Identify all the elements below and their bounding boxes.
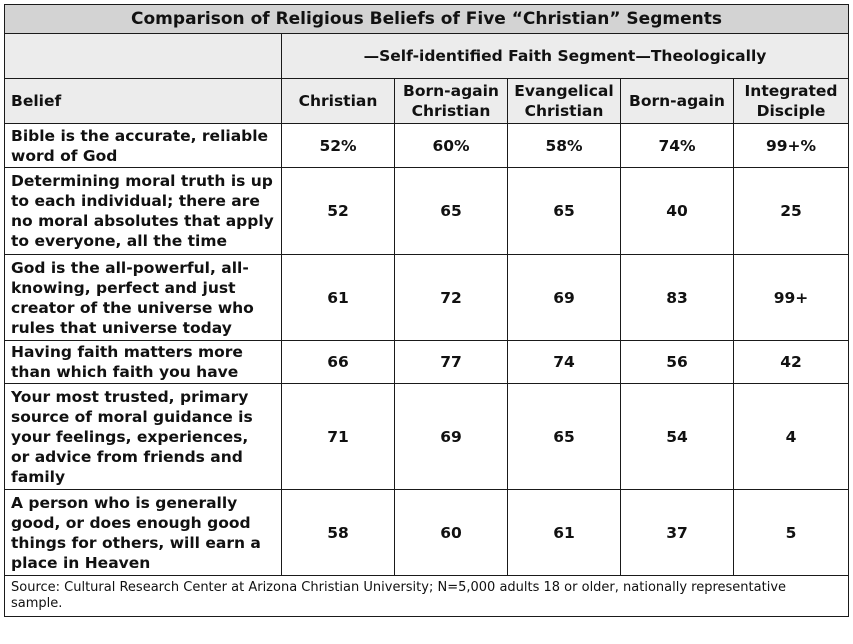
value-cell-christian: 58: [281, 489, 395, 576]
table-row: Bible is the accurate, reliable word of G…: [4, 123, 849, 168]
belief-line: no moral absolutes that apply: [11, 212, 274, 230]
value-cell-born-again: 56: [620, 340, 734, 384]
column-header-line: Christian: [411, 102, 491, 120]
value-cell-born-again: 37: [620, 489, 734, 576]
belief-line: creator of the universe who: [11, 298, 254, 317]
column-header-line: Christian: [298, 92, 378, 110]
belief-cell: God is the all-powerful, all-knowing, pe…: [4, 254, 282, 341]
value-cell-christian: 52%: [281, 123, 395, 168]
column-header-line: Integrated: [744, 82, 838, 100]
value-cell-born-again: 83: [620, 254, 734, 341]
belief-line: to each individual; there are: [11, 192, 260, 210]
source-note-line: sample.: [11, 596, 63, 611]
source-note: Source: Cultural Research Center at Ariz…: [4, 575, 849, 617]
value-cell-evangelical-christian: 61: [507, 489, 621, 576]
belief-line: or advice from friends and: [11, 447, 243, 466]
value-cell-christian: 61: [281, 254, 395, 341]
table-row: Having faith matters more than which fait…: [4, 340, 849, 384]
value-cell-evangelical-christian: 58%: [507, 123, 621, 168]
table-row: Your most trusted, primary source of mora…: [4, 383, 849, 490]
column-header-integrated-disciple: Integrated Disciple: [733, 78, 849, 124]
belief-cell: Bible is the accurate, reliable word of G…: [4, 123, 282, 168]
value-cell-integrated-disciple: 25: [733, 167, 849, 255]
value-cell-integrated-disciple: 99+: [733, 254, 849, 341]
column-header-line: Christian: [524, 102, 604, 120]
belief-comparison-table-frame: Comparison of Religious Beliefs of Five …: [4, 4, 849, 617]
value-cell-evangelical-christian: 69: [507, 254, 621, 341]
value-cell-born-again-christian: 60%: [394, 123, 508, 168]
value-cell-evangelical-christian: 65: [507, 167, 621, 255]
belief-line: A person who is generally: [11, 493, 238, 512]
value-cell-born-again-christian: 60: [394, 489, 508, 576]
column-header-christian: Christian: [281, 78, 395, 124]
value-cell-born-again: 54: [620, 383, 734, 490]
table-row: A person who is generally good, or does e…: [4, 489, 849, 576]
value-cell-christian: 52: [281, 167, 395, 255]
value-cell-integrated-disciple: 99+%: [733, 123, 849, 168]
value-cell-integrated-disciple: 42: [733, 340, 849, 384]
value-cell-integrated-disciple: 4: [733, 383, 849, 490]
belief-line: source of moral guidance is: [11, 407, 253, 426]
belief-line: things for others, will earn a: [11, 533, 261, 552]
belief-line: Bible is the accurate, reliable: [11, 126, 269, 145]
belief-cell: Your most trusted, primary source of mora…: [4, 383, 282, 490]
belief-line: word of God: [11, 146, 118, 165]
value-cell-born-again-christian: 72: [394, 254, 508, 341]
column-header-line: Born-again: [403, 82, 499, 100]
belief-line: Having faith matters more: [11, 343, 243, 361]
column-header-born-again: Born-again: [620, 78, 734, 124]
value-cell-born-again: 40: [620, 167, 734, 255]
value-cell-born-again-christian: 65: [394, 167, 508, 255]
belief-cell: Having faith matters more than which fait…: [4, 340, 282, 384]
column-header-line: Born-again: [629, 92, 725, 110]
belief-line: your feelings, experiences,: [11, 427, 249, 446]
belief-comparison-table: Comparison of Religious Beliefs of Five …: [4, 4, 849, 617]
table-row: Determining moral truth is up to each ind…: [4, 167, 849, 255]
value-cell-evangelical-christian: 65: [507, 383, 621, 490]
value-cell-christian: 71: [281, 383, 395, 490]
belief-line: rules that universe today: [11, 318, 232, 337]
belief-line: good, or does enough good: [11, 513, 251, 532]
column-header-line: Evangelical: [514, 82, 614, 100]
value-cell-born-again-christian: 77: [394, 340, 508, 384]
column-header-born-again-christian: Born-again Christian: [394, 78, 508, 124]
value-cell-christian: 66: [281, 340, 395, 384]
belief-line: Determining moral truth is up: [11, 172, 273, 190]
column-header-evangelical-christian: Evangelical Christian: [507, 78, 621, 124]
table-row: God is the all-powerful, all-knowing, pe…: [4, 254, 849, 341]
table-title: Comparison of Religious Beliefs of Five …: [4, 4, 849, 34]
belief-cell: A person who is generally good, or does e…: [4, 489, 282, 576]
belief-column-header: Belief: [4, 78, 282, 124]
belief-line: place in Heaven: [11, 553, 151, 572]
belief-cell: Determining moral truth is up to each ind…: [4, 167, 282, 255]
belief-line: than which faith you have: [11, 363, 239, 381]
belief-line: knowing, perfect and just: [11, 278, 236, 297]
belief-line: family: [11, 467, 66, 486]
column-header-line: Disciple: [756, 102, 826, 120]
value-cell-integrated-disciple: 5: [733, 489, 849, 576]
value-cell-born-again-christian: 69: [394, 383, 508, 490]
belief-line: God is the all-powerful, all-: [11, 258, 249, 277]
belief-line: Your most trusted, primary: [11, 387, 249, 406]
value-cell-born-again: 74%: [620, 123, 734, 168]
column-group-label: —Self-identified Faith Segment—Theologic…: [281, 33, 849, 79]
source-note-line: Source: Cultural Research Center at Ariz…: [11, 580, 787, 595]
belief-line: to everyone, all the time: [11, 232, 228, 250]
value-cell-evangelical-christian: 74: [507, 340, 621, 384]
corner-blank-cell: [4, 33, 282, 79]
